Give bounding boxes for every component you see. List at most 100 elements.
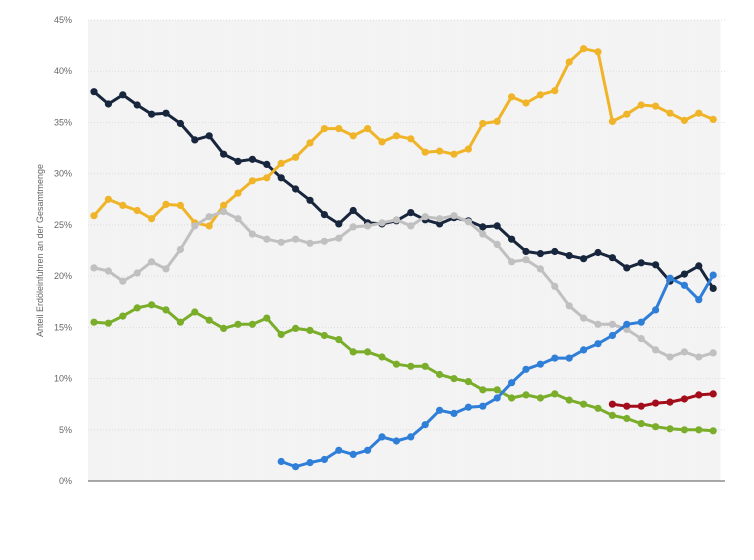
data-point[interactable] — [493, 386, 501, 394]
data-point[interactable] — [421, 362, 429, 370]
data-point[interactable] — [436, 406, 444, 414]
data-point[interactable] — [680, 348, 689, 356]
data-point[interactable] — [680, 270, 689, 278]
data-point[interactable] — [90, 212, 98, 220]
data-point[interactable] — [191, 308, 199, 316]
data-point[interactable] — [680, 116, 689, 124]
data-point[interactable] — [580, 45, 588, 53]
data-point[interactable] — [335, 234, 343, 242]
data-point[interactable] — [220, 208, 228, 216]
data-point[interactable] — [378, 433, 386, 441]
data-point[interactable] — [119, 91, 127, 99]
data-point[interactable] — [277, 174, 285, 182]
data-point[interactable] — [436, 215, 444, 223]
data-point[interactable] — [277, 159, 285, 167]
data-point[interactable] — [594, 320, 602, 328]
data-point[interactable] — [536, 250, 545, 258]
data-point[interactable] — [536, 265, 545, 273]
data-point[interactable] — [709, 349, 717, 357]
data-point[interactable] — [277, 330, 285, 339]
data-point[interactable] — [464, 218, 472, 226]
data-point[interactable] — [248, 230, 256, 238]
data-point[interactable] — [407, 135, 415, 143]
data-point[interactable] — [479, 386, 487, 394]
data-point[interactable] — [421, 421, 429, 429]
data-point[interactable] — [594, 48, 602, 56]
data-point[interactable] — [148, 215, 156, 223]
data-point[interactable] — [320, 211, 328, 219]
data-point[interactable] — [220, 150, 228, 158]
data-point[interactable] — [205, 213, 213, 221]
data-point[interactable] — [551, 247, 559, 256]
data-point[interactable] — [709, 284, 717, 292]
data-point[interactable] — [277, 238, 285, 246]
data-point[interactable] — [148, 301, 156, 309]
data-point[interactable] — [522, 391, 530, 399]
data-point[interactable] — [637, 259, 645, 267]
data-point[interactable] — [565, 58, 573, 66]
data-point[interactable] — [191, 222, 199, 230]
data-point[interactable] — [623, 110, 631, 118]
data-point[interactable] — [608, 117, 617, 125]
data-point[interactable] — [248, 155, 256, 163]
data-point[interactable] — [623, 320, 631, 328]
data-point[interactable] — [90, 318, 98, 326]
data-point[interactable] — [119, 201, 127, 209]
data-point[interactable] — [335, 446, 343, 454]
data-point[interactable] — [493, 394, 501, 402]
data-point[interactable] — [608, 254, 617, 262]
data-point[interactable] — [652, 346, 660, 354]
data-point[interactable] — [508, 93, 516, 101]
data-point[interactable] — [234, 157, 242, 165]
data-point[interactable] — [436, 220, 444, 228]
data-point[interactable] — [392, 132, 400, 140]
data-point[interactable] — [133, 206, 141, 215]
data-point[interactable] — [162, 200, 170, 208]
data-point[interactable] — [335, 220, 343, 228]
data-point[interactable] — [263, 314, 271, 322]
data-point[interactable] — [522, 365, 530, 373]
data-point[interactable] — [407, 222, 415, 230]
data-point[interactable] — [666, 425, 674, 433]
data-point[interactable] — [666, 109, 674, 117]
data-point[interactable] — [306, 139, 314, 147]
data-point[interactable] — [522, 247, 530, 256]
data-point[interactable] — [205, 316, 213, 324]
data-point[interactable] — [407, 209, 415, 217]
data-point[interactable] — [508, 235, 516, 243]
data-point[interactable] — [680, 426, 689, 434]
data-point[interactable] — [205, 132, 213, 140]
data-point[interactable] — [133, 101, 141, 109]
data-point[interactable] — [464, 403, 472, 411]
data-point[interactable] — [421, 213, 429, 221]
data-point[interactable] — [594, 248, 602, 257]
data-point[interactable] — [551, 87, 559, 95]
data-point[interactable] — [637, 318, 645, 326]
data-point[interactable] — [162, 109, 170, 117]
data-point[interactable] — [565, 302, 573, 310]
data-point[interactable] — [277, 457, 285, 466]
data-point[interactable] — [637, 335, 645, 343]
data-point[interactable] — [695, 296, 703, 304]
data-point[interactable] — [364, 446, 372, 454]
data-point[interactable] — [148, 258, 156, 266]
data-point[interactable] — [652, 261, 660, 269]
data-point[interactable] — [450, 212, 458, 220]
data-point[interactable] — [608, 331, 617, 340]
data-point[interactable] — [191, 136, 199, 144]
data-point[interactable] — [335, 125, 343, 133]
data-point[interactable] — [536, 394, 545, 402]
data-point[interactable] — [364, 222, 372, 230]
data-point[interactable] — [551, 390, 559, 398]
data-point[interactable] — [580, 400, 588, 408]
data-point[interactable] — [292, 463, 300, 471]
data-point[interactable] — [623, 414, 631, 423]
data-point[interactable] — [522, 256, 530, 264]
data-point[interactable] — [349, 348, 357, 356]
data-point[interactable] — [565, 396, 573, 404]
data-point[interactable] — [522, 99, 530, 107]
data-point[interactable] — [263, 235, 271, 243]
data-point[interactable] — [306, 239, 314, 247]
data-point[interactable] — [392, 216, 400, 224]
data-point[interactable] — [565, 354, 573, 362]
